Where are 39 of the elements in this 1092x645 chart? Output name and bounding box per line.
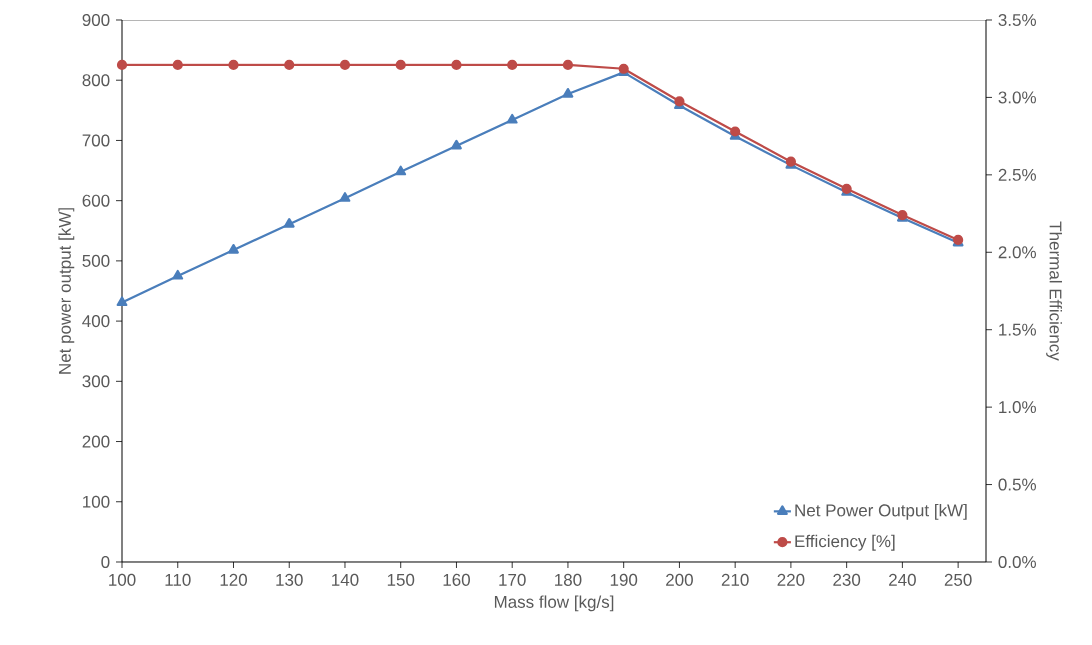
x-tick-label: 230	[833, 573, 861, 586]
y2-tick-label: 3.5%	[998, 13, 1036, 27]
x-tick-label: 250	[944, 573, 972, 586]
x-tick-label: 150	[387, 573, 415, 586]
y2-tick-label: 0.5%	[998, 478, 1036, 491]
x-tick-label: 200	[666, 573, 693, 586]
y-tick-label: 600	[82, 194, 110, 207]
legend-label: Net Power Output [kW]	[795, 503, 967, 520]
y-tick-label: 200	[82, 435, 110, 448]
y-tick-label: 300	[82, 375, 110, 388]
x-tick-label: 190	[610, 573, 638, 586]
x-tick-label: 180	[555, 573, 582, 586]
x-tick-label: 160	[443, 573, 470, 586]
legend-label: Efficiency [%]	[795, 534, 895, 551]
y-tick-label: 800	[82, 74, 110, 87]
x-tick-label: 210	[721, 573, 749, 586]
x-tick-label: 120	[220, 573, 248, 586]
y-tick-label: 900	[82, 13, 110, 27]
y-tick-label: 100	[83, 495, 110, 508]
y-tick-label: 700	[82, 134, 110, 147]
x-tick-label: 130	[276, 573, 303, 586]
x-tick-label: 240	[889, 573, 916, 586]
y-tick-label: 500	[82, 254, 110, 267]
y2-tick-label: 1.0%	[999, 401, 1036, 414]
x-axis-title: Mass flow [kg/s]	[494, 595, 614, 612]
y-tick-label: 400	[82, 315, 110, 328]
y2-tick-label: 2.5%	[998, 168, 1036, 181]
x-tick-label: 110	[165, 573, 191, 586]
y2-tick-label: 2.0%	[998, 246, 1036, 259]
y2-tick-label: 3.0%	[998, 91, 1036, 104]
y-tick-label: 0	[101, 555, 110, 569]
x-tick-label: 170	[499, 573, 526, 586]
y2-axis-title: Thermal Efficiency	[1046, 221, 1062, 361]
y-axis-title: Net power output [kW]	[58, 208, 75, 374]
x-tick-label: 220	[777, 573, 805, 586]
y2-tick-label: 1.5%	[999, 323, 1036, 336]
y2-tick-label: 0.0%	[998, 555, 1036, 569]
x-tick-label: 140	[332, 573, 359, 586]
x-tick-label: 100	[109, 573, 136, 586]
